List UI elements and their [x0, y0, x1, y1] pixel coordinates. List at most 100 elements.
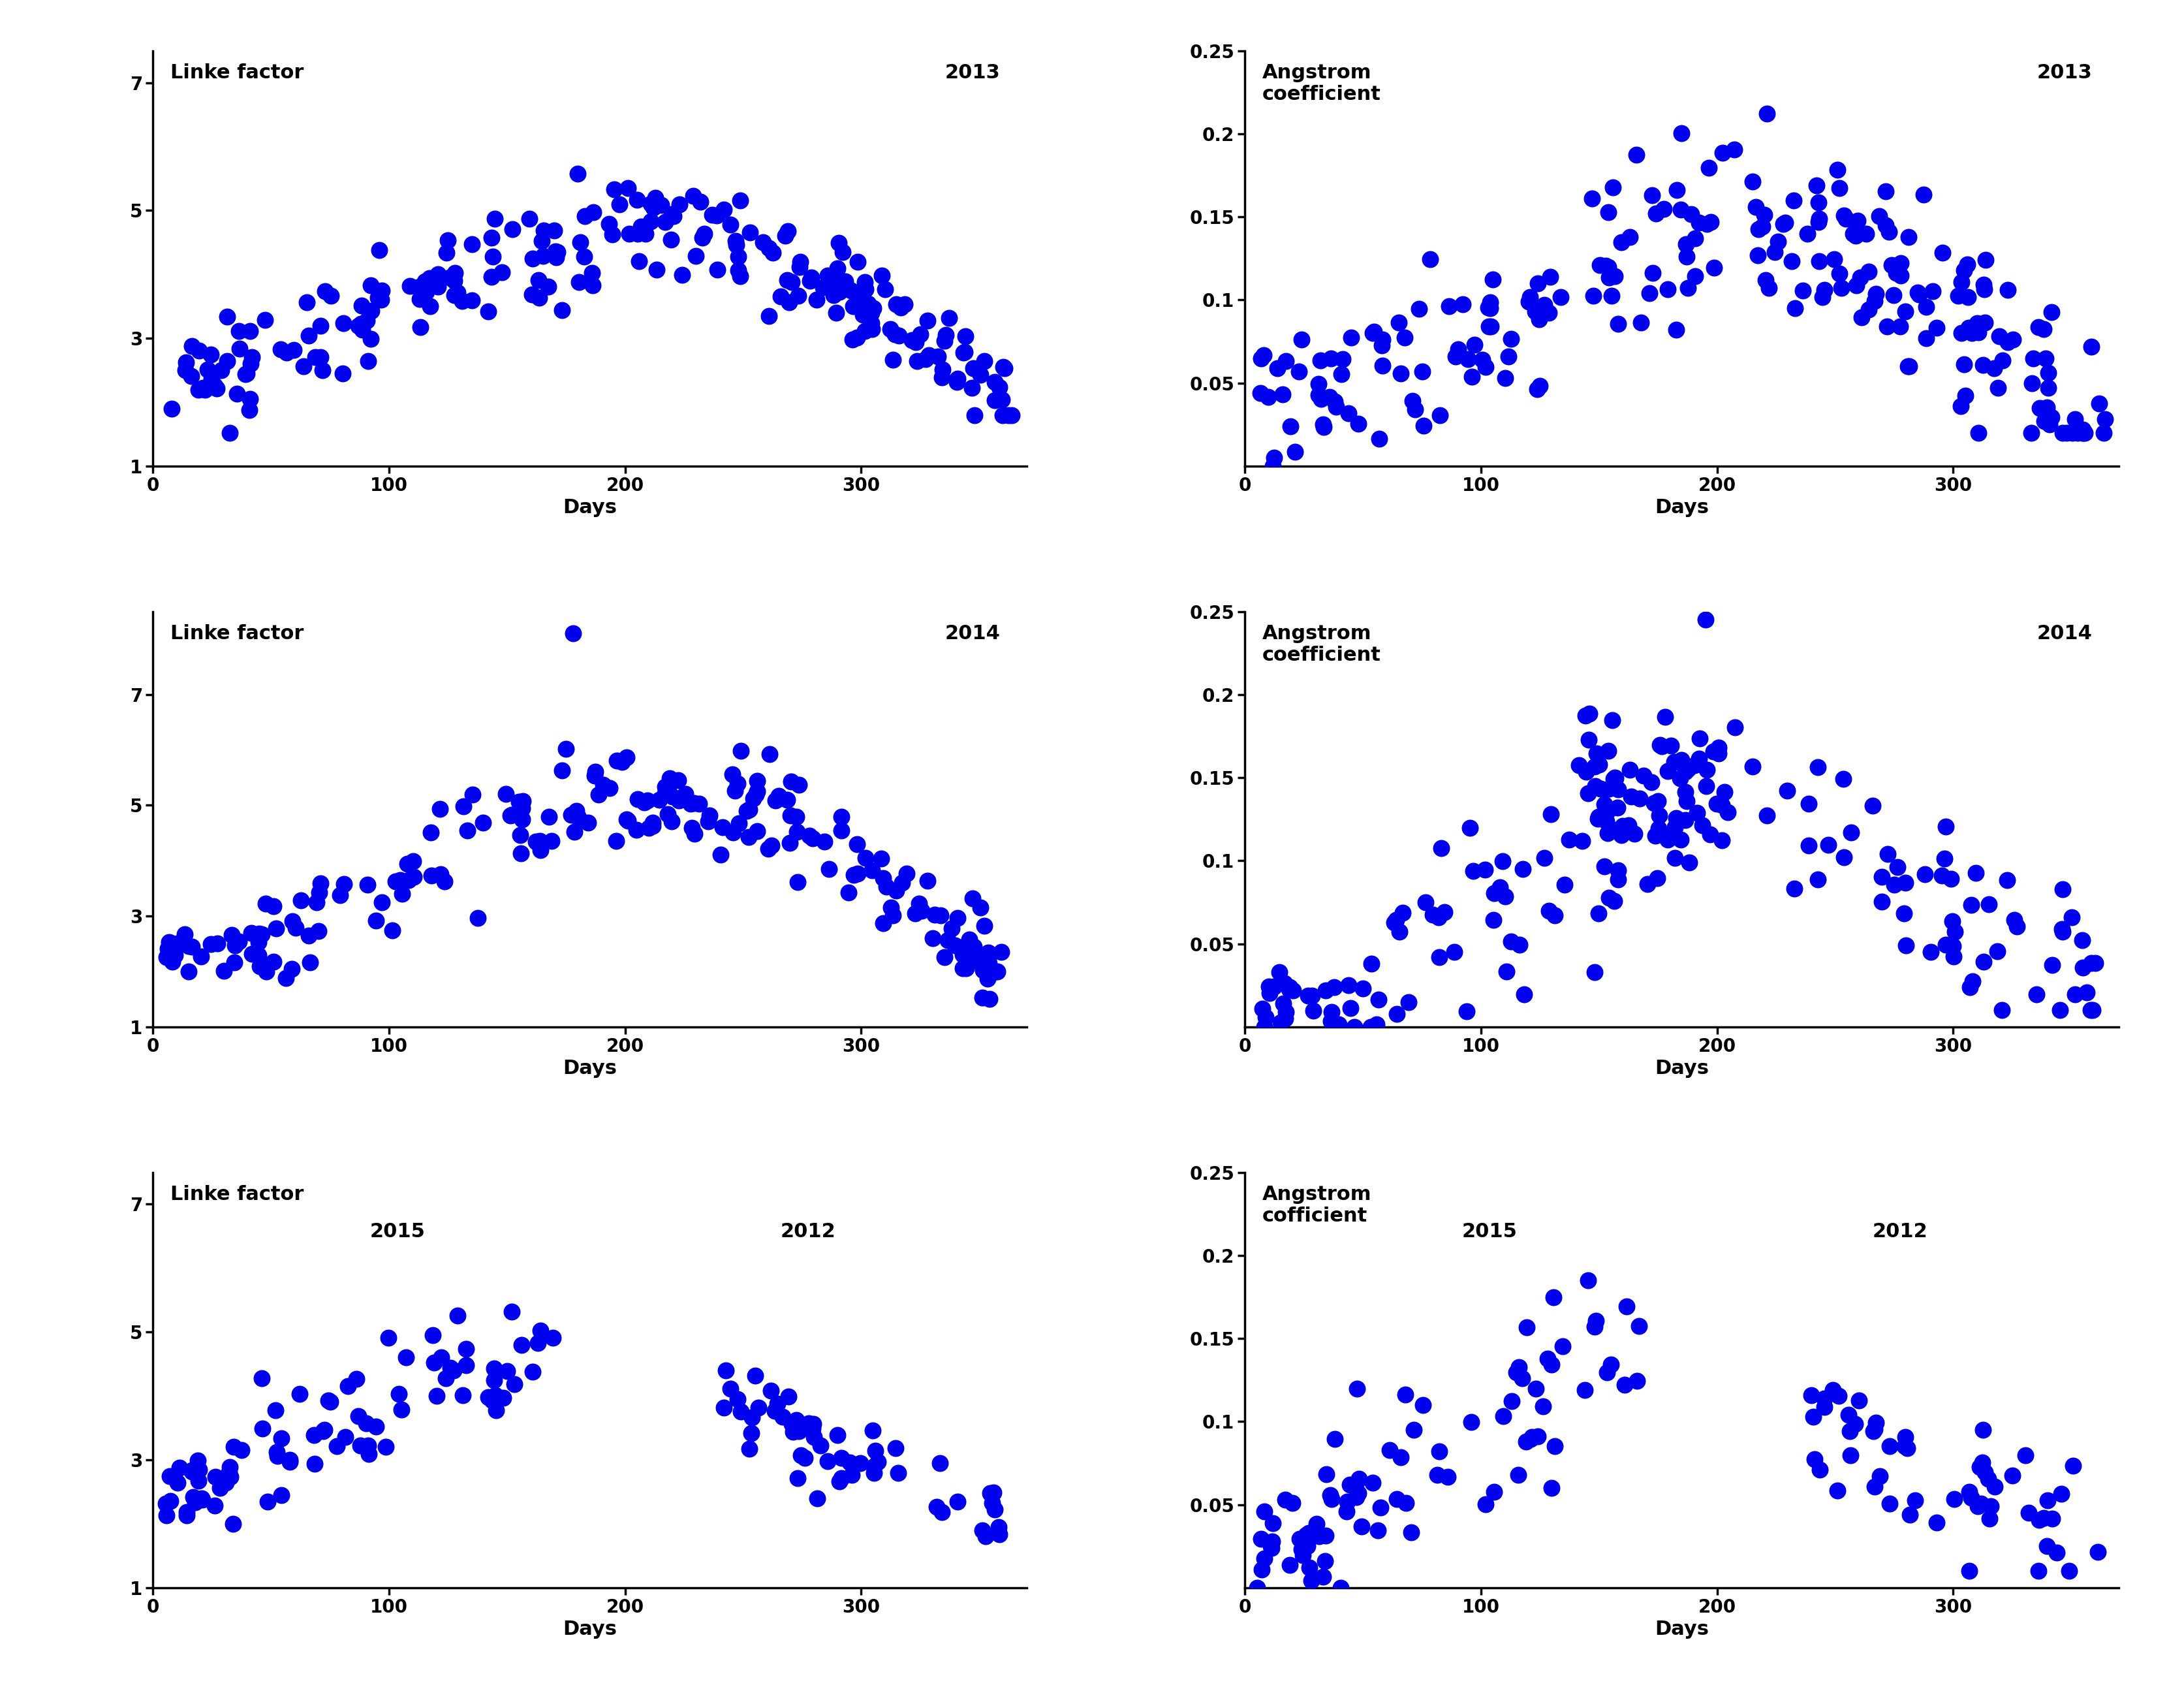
- Point: [732, 796, 767, 823]
- Point: [2027, 1505, 2062, 1532]
- Point: [1942, 282, 1977, 309]
- Point: [1944, 319, 1979, 346]
- Point: [247, 307, 282, 334]
- Point: [1321, 1010, 1356, 1037]
- Point: [952, 931, 987, 958]
- Point: [911, 307, 946, 334]
- Point: [771, 289, 806, 316]
- Point: [1409, 888, 1444, 915]
- Point: [1658, 748, 1693, 775]
- Point: [301, 917, 336, 944]
- Point: [284, 887, 319, 914]
- Point: [485, 1385, 520, 1412]
- Point: [282, 1380, 317, 1407]
- Point: [240, 929, 275, 956]
- Point: [928, 321, 963, 348]
- Point: [760, 782, 795, 809]
- Point: [297, 1451, 332, 1478]
- Point: [1859, 1409, 1894, 1436]
- Point: [1629, 870, 1664, 897]
- Point: [574, 272, 609, 299]
- Point: [1915, 277, 1950, 304]
- Point: [476, 1366, 511, 1393]
- Point: [1302, 382, 1337, 409]
- Point: [574, 258, 609, 285]
- Point: [1682, 725, 1717, 752]
- Point: [175, 1458, 210, 1485]
- Point: [1341, 410, 1376, 437]
- Point: [1406, 412, 1441, 439]
- Point: [924, 1498, 959, 1525]
- Point: [378, 868, 413, 895]
- Point: [865, 865, 900, 892]
- Point: [1527, 291, 1562, 318]
- Point: [985, 402, 1020, 429]
- Point: [358, 907, 393, 934]
- Point: [786, 1444, 821, 1471]
- Point: [369, 1434, 404, 1461]
- Point: [780, 868, 815, 895]
- Point: [175, 1456, 210, 1483]
- Point: [1601, 775, 1636, 802]
- Point: [1961, 1454, 1996, 1481]
- Point: [1472, 294, 1507, 321]
- Point: [526, 216, 561, 243]
- Point: [212, 1453, 247, 1480]
- Point: [1841, 1387, 1876, 1414]
- Point: [511, 206, 546, 233]
- Point: [1313, 383, 1348, 410]
- Point: [349, 1410, 384, 1437]
- Point: [695, 201, 729, 228]
- Point: [821, 255, 856, 282]
- Point: [612, 220, 646, 247]
- Point: [539, 238, 574, 265]
- Point: [620, 221, 655, 248]
- Point: [723, 263, 758, 291]
- Point: [175, 363, 210, 390]
- Point: [2027, 316, 2062, 343]
- Point: [625, 213, 660, 240]
- Point: [1856, 1473, 1891, 1500]
- Point: [1354, 951, 1389, 978]
- Point: [649, 774, 684, 801]
- Point: [1671, 850, 1706, 877]
- Point: [1317, 1426, 1352, 1453]
- Point: [2060, 419, 2094, 446]
- Point: [1634, 182, 1669, 209]
- Point: [1439, 343, 1474, 370]
- Point: [301, 878, 336, 905]
- Point: [1804, 284, 1839, 311]
- Point: [1985, 346, 2020, 373]
- Point: [1972, 890, 2007, 917]
- Point: [437, 267, 472, 294]
- Point: [1664, 196, 1699, 223]
- Point: [194, 341, 229, 368]
- Point: [1295, 981, 1330, 1008]
- Point: [1505, 855, 1540, 882]
- Point: [2053, 904, 2088, 931]
- Point: [1758, 238, 1793, 265]
- Point: [784, 1442, 819, 1469]
- X-axis label: Days: Days: [563, 1620, 616, 1638]
- Point: [869, 873, 904, 900]
- Point: [1520, 270, 1555, 297]
- Point: [876, 346, 911, 373]
- Point: [1468, 353, 1503, 380]
- Point: [177, 1483, 212, 1510]
- Point: [657, 203, 692, 230]
- Point: [721, 243, 756, 270]
- Point: [151, 929, 186, 956]
- Point: [946, 941, 981, 968]
- Point: [1653, 821, 1688, 848]
- Point: [288, 289, 323, 316]
- Point: [1590, 738, 1625, 765]
- Text: 2013: 2013: [946, 62, 1000, 83]
- Point: [795, 824, 830, 851]
- Point: [505, 794, 539, 821]
- Point: [1961, 419, 1996, 446]
- Point: [821, 230, 856, 257]
- Point: [865, 262, 900, 289]
- Point: [965, 1517, 1000, 1544]
- Point: [1592, 775, 1627, 802]
- Point: [1621, 1366, 1655, 1393]
